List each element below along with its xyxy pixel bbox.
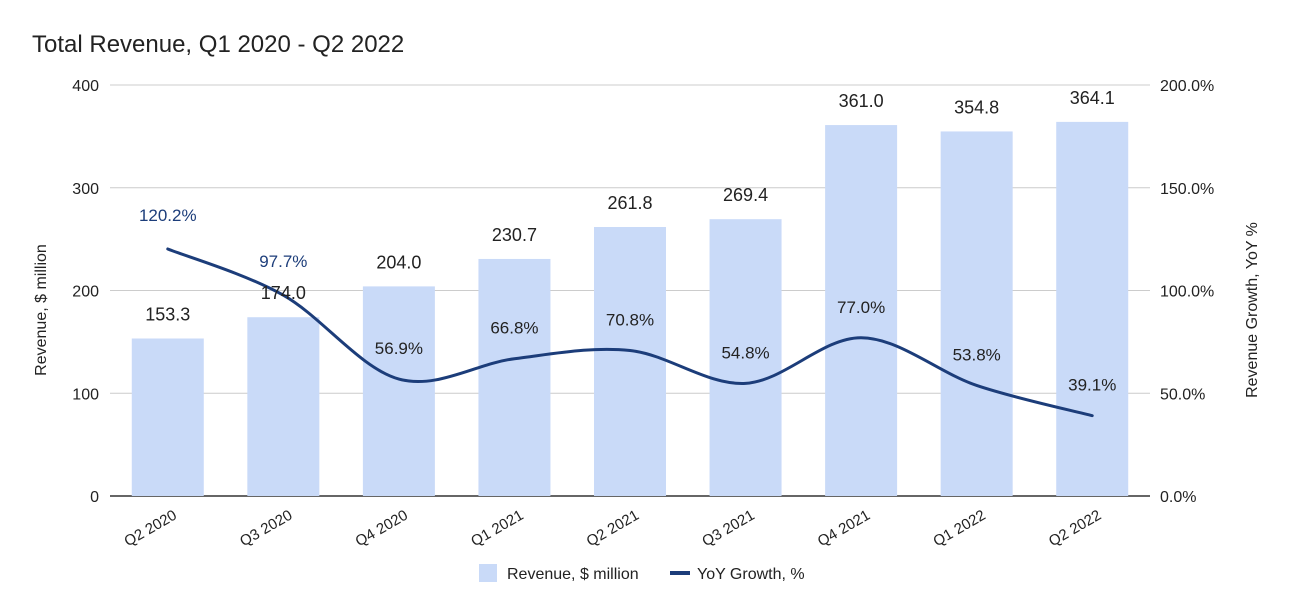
y-axis-title-left: Revenue, $ million xyxy=(33,244,50,376)
bar-series xyxy=(131,121,1129,497)
line-value-label: 56.9% xyxy=(375,339,423,358)
y-tick-right: 100.0% xyxy=(1160,284,1214,301)
bar-value-label: 261.8 xyxy=(607,193,652,213)
line-value-label: 97.7% xyxy=(259,252,307,271)
bar xyxy=(1056,121,1129,496)
x-tick-label: Q3 2021 xyxy=(699,507,757,550)
y-tick-left: 300 xyxy=(72,181,99,198)
bar-value-label: 174.0 xyxy=(261,283,306,303)
x-tick-label: Q2 2022 xyxy=(1046,507,1104,550)
bar-value-label: 364.1 xyxy=(1070,88,1115,108)
y-tick-left: 0 xyxy=(90,489,99,506)
legend-label-revenue: Revenue, $ million xyxy=(507,566,639,583)
bar xyxy=(247,317,320,496)
data-labels: 153.3 174.0 204.0 230.7 261.8 269.4 361.0 354.8… xyxy=(139,88,1116,395)
bar xyxy=(362,286,435,496)
line-value-label: 66.8% xyxy=(490,319,538,338)
x-axis: Q2 2020 Q3 2020 Q4 2020 Q1 2021 Q2 2021 Q3 20… xyxy=(121,507,1104,550)
bar-value-label: 204.0 xyxy=(376,252,421,272)
bar xyxy=(825,125,898,496)
bar xyxy=(478,258,551,496)
x-tick-label: Q4 2020 xyxy=(353,507,411,550)
y-tick-left: 100 xyxy=(72,386,99,403)
x-tick-label: Q3 2020 xyxy=(237,507,295,550)
growth-line xyxy=(166,247,1094,418)
x-tick-label: Q1 2021 xyxy=(468,507,526,550)
y-tick-right: 0.0% xyxy=(1160,489,1196,506)
line-value-label: 53.8% xyxy=(953,345,1001,364)
y-tick-right: 200.0% xyxy=(1160,78,1214,95)
line-value-label: 120.2% xyxy=(139,206,197,225)
bar-value-label: 354.8 xyxy=(954,97,999,117)
legend: Revenue, $ million YoY Growth, % xyxy=(479,564,805,583)
bar-value-label: 269.4 xyxy=(723,185,768,205)
bar-value-label: 153.3 xyxy=(145,304,190,324)
x-tick-label: Q1 2022 xyxy=(930,507,988,550)
line-value-label: 70.8% xyxy=(606,311,654,330)
x-tick-label: Q2 2021 xyxy=(584,507,642,550)
y-tick-right: 50.0% xyxy=(1160,386,1205,403)
chart-title: Total Revenue, Q1 2020 - Q2 2022 xyxy=(32,31,404,58)
y-axis-title-right: Revenue Growth, YoY % xyxy=(1244,222,1261,398)
bar xyxy=(594,227,666,497)
x-tick-label: Q4 2021 xyxy=(815,507,873,550)
bar xyxy=(131,338,204,496)
y-tick-left: 400 xyxy=(72,78,99,95)
legend-swatch-revenue xyxy=(479,564,497,582)
bar-value-label: 361.0 xyxy=(839,91,884,111)
y-tick-left: 200 xyxy=(72,284,99,301)
line-value-label: 54.8% xyxy=(721,343,769,362)
line-value-label: 77.0% xyxy=(837,298,885,317)
legend-label-growth: YoY Growth, % xyxy=(697,566,805,583)
bar xyxy=(940,131,1013,496)
line-value-label: 39.1% xyxy=(1068,376,1116,395)
y-axis-left: 0 100 200 300 400 xyxy=(72,78,99,506)
bar xyxy=(709,219,782,496)
legend-swatch-growth xyxy=(670,571,690,575)
y-tick-right: 150.0% xyxy=(1160,181,1214,198)
y-axis-right: 0.0% 50.0% 100.0% 150.0% 200.0% xyxy=(1160,78,1214,506)
bar-value-label: 230.7 xyxy=(492,225,537,245)
line-series xyxy=(166,247,1094,418)
x-tick-label: Q2 2020 xyxy=(121,507,179,550)
